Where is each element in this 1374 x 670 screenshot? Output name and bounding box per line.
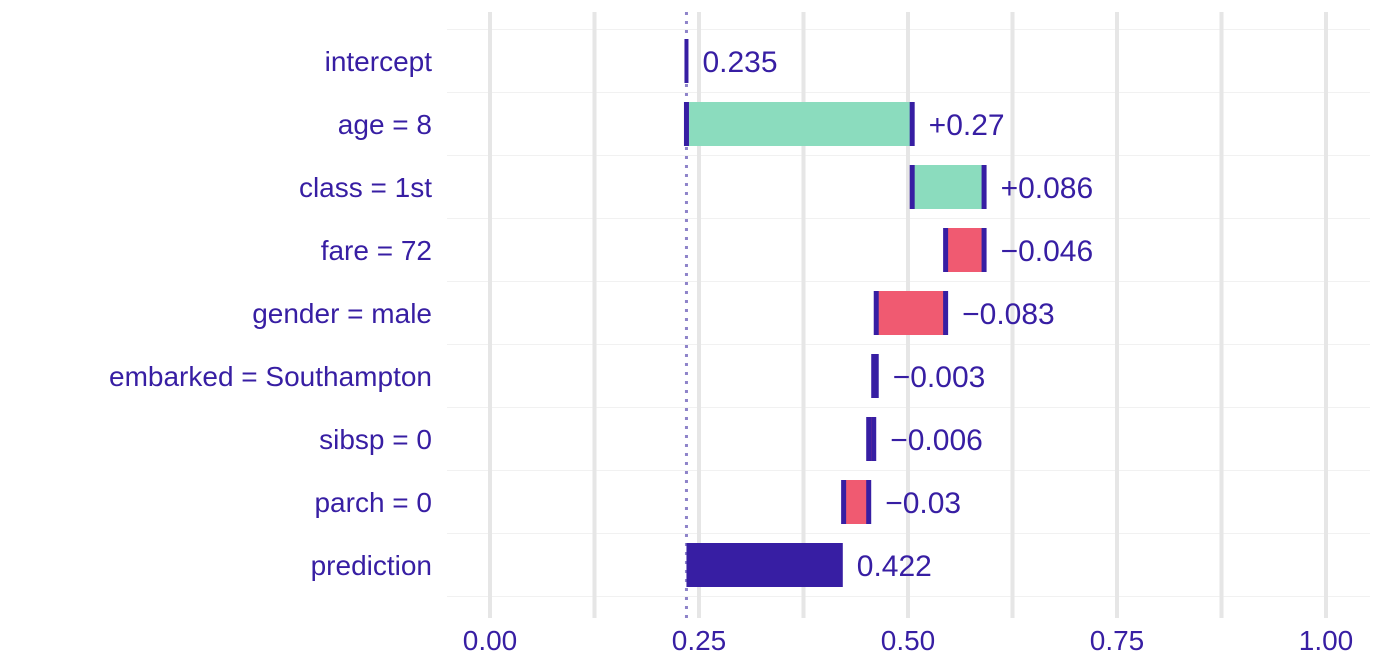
value-labels: 0.235 +0.27 +0.086 −0.046 −0.083 −0.003 −0.006…: [702, 46, 1093, 583]
category-label: sibsp = 0: [319, 424, 432, 455]
bar-contribution: [912, 165, 985, 209]
bar-end-marker: [866, 417, 872, 461]
value-label: −0.083: [962, 298, 1055, 331]
bar-contribution: [945, 228, 985, 272]
bar-start-marker: [866, 480, 872, 524]
category-label: gender = male: [252, 298, 432, 329]
bar-end-marker: [981, 165, 987, 209]
category-label: embarked = Southampton: [109, 361, 432, 392]
category-label: prediction: [311, 550, 432, 581]
category-label: parch = 0: [314, 487, 432, 518]
bars: [683, 39, 987, 587]
bar-start-marker: [909, 165, 915, 209]
bar-start-marker: [943, 291, 949, 335]
x-tick-label: 0.75: [1090, 625, 1145, 656]
x-tick-label: 0.25: [672, 625, 727, 656]
value-label: 0.422: [857, 550, 932, 583]
category-labels: intercept age = 8 class = 1st fare = 72 gend…: [109, 46, 432, 581]
bar-end-marker: [871, 354, 877, 398]
bar-end-marker: [841, 480, 847, 524]
x-tick-label: 0.50: [881, 625, 936, 656]
bar-start-marker: [871, 417, 877, 461]
grid-lines: [447, 12, 1370, 618]
category-label: fare = 72: [321, 235, 432, 266]
bar-contribution: [843, 480, 869, 524]
category-label: age = 8: [338, 109, 432, 140]
bar-contribution: [868, 417, 874, 461]
value-label: +0.086: [1001, 172, 1094, 205]
value-label: −0.03: [885, 487, 961, 520]
bar-start-marker: [683, 102, 689, 146]
bar-intercept-marker: [684, 39, 689, 83]
value-label: +0.27: [929, 109, 1005, 142]
bar-prediction: [686, 543, 843, 587]
bar-contribution: [686, 102, 913, 146]
value-label: −0.046: [1001, 235, 1094, 268]
bar-end-marker: [873, 291, 879, 335]
value-label: −0.006: [890, 424, 983, 457]
bar-start-marker: [873, 354, 879, 398]
x-tick-label: 0.00: [463, 625, 518, 656]
bar-start-marker: [981, 228, 987, 272]
bar-contribution: [876, 291, 946, 335]
value-label: 0.235: [702, 46, 777, 79]
value-label: −0.003: [893, 361, 986, 394]
category-label: class = 1st: [299, 172, 432, 203]
category-label: intercept: [325, 46, 433, 77]
bar-end-marker: [909, 102, 915, 146]
bar-end-marker: [943, 228, 949, 272]
x-tick-label: 1.00: [1299, 625, 1354, 656]
x-axis-ticks: 0.00 0.25 0.50 0.75 1.00: [463, 625, 1354, 656]
